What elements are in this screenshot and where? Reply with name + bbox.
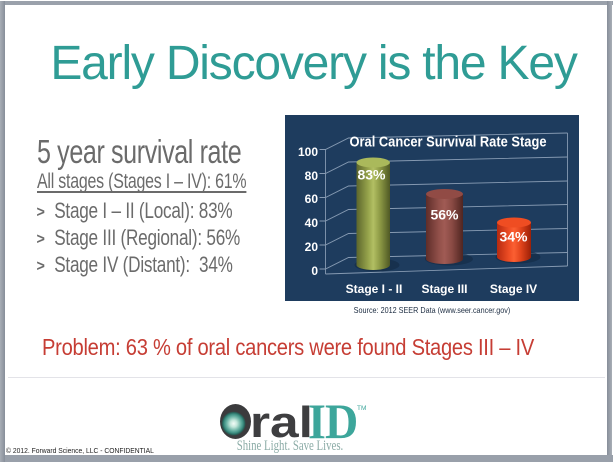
svg-text:Oral Cancer Survival Rate Stag: Oral Cancer Survival Rate Stage — [350, 134, 547, 151]
svg-text:80: 80 — [305, 169, 319, 183]
svg-text:83%: 83% — [357, 167, 386, 183]
svg-text:20: 20 — [305, 240, 319, 254]
svg-text:34%: 34% — [499, 229, 528, 245]
svg-text:Stage I - II: Stage I - II — [346, 282, 403, 296]
svg-text:60: 60 — [305, 192, 319, 206]
svg-text:100: 100 — [298, 145, 318, 159]
svg-text:Stage IV: Stage IV — [490, 282, 537, 296]
svg-text:56%: 56% — [430, 207, 459, 223]
svg-text:0: 0 — [311, 264, 318, 278]
svg-text:40: 40 — [305, 216, 319, 230]
svg-text:Stage III: Stage III — [421, 282, 467, 296]
